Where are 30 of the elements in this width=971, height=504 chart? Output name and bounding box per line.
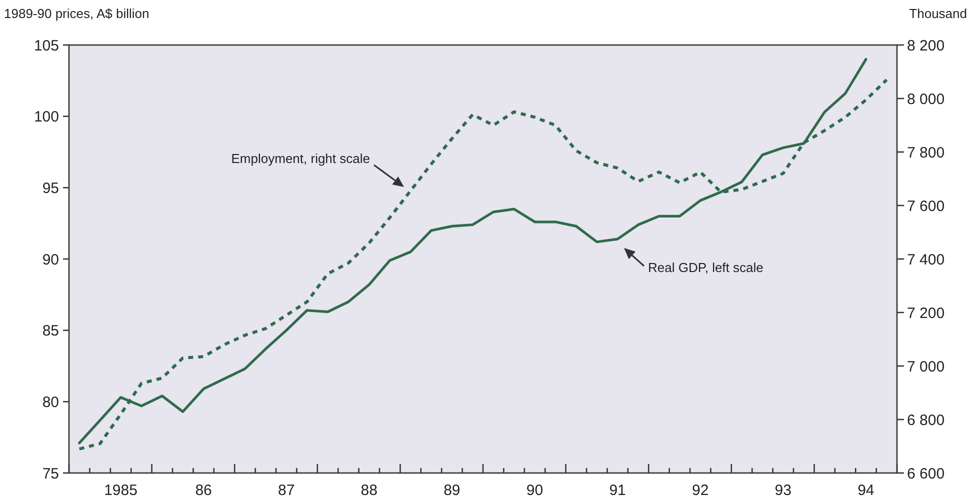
y2-tick-label: 7 800 bbox=[907, 144, 945, 162]
y2-tick-label: 7 000 bbox=[907, 358, 945, 376]
x-tick-label: 1985 bbox=[104, 482, 138, 499]
y2-tick-label: 7 400 bbox=[907, 251, 945, 268]
annotation: Real GDP, left scale bbox=[648, 260, 764, 275]
y2-tick-label: 7 200 bbox=[907, 304, 945, 322]
y2-tick-label: 7 600 bbox=[907, 198, 945, 215]
y2-tick-label: 6 800 bbox=[907, 412, 945, 429]
y-tick-label: 80 bbox=[42, 394, 59, 411]
x-tick-label: 88 bbox=[360, 482, 378, 499]
y-tick-label: 90 bbox=[42, 251, 59, 268]
y-axis-title: 1989-90 prices, A$ billion bbox=[4, 6, 150, 21]
x-tick-label: 90 bbox=[526, 482, 544, 499]
y-tick-label: 95 bbox=[42, 180, 59, 197]
x-tick-label: 93 bbox=[774, 482, 792, 499]
x-tick-label: 86 bbox=[195, 482, 212, 499]
y-tick-label: 100 bbox=[34, 108, 59, 126]
x-tick-label: 94 bbox=[858, 482, 874, 499]
x-tick-label: 89 bbox=[444, 482, 460, 499]
y2-tick-label: 8 200 bbox=[907, 37, 945, 54]
y2-tick-label: 8 000 bbox=[907, 90, 945, 108]
y2-tick-label: 6 600 bbox=[907, 465, 945, 482]
x-tick-label: 91 bbox=[609, 482, 626, 499]
annotation: Employment, right scale bbox=[231, 151, 370, 166]
y-tick-label: 105 bbox=[34, 37, 59, 54]
y2-axis-title: Thousand bbox=[909, 6, 967, 21]
x-tick-label: 92 bbox=[692, 482, 709, 499]
y-tick-label: 75 bbox=[42, 465, 59, 482]
y-tick-label: 85 bbox=[42, 322, 59, 340]
x-tick-label: 87 bbox=[278, 482, 295, 499]
